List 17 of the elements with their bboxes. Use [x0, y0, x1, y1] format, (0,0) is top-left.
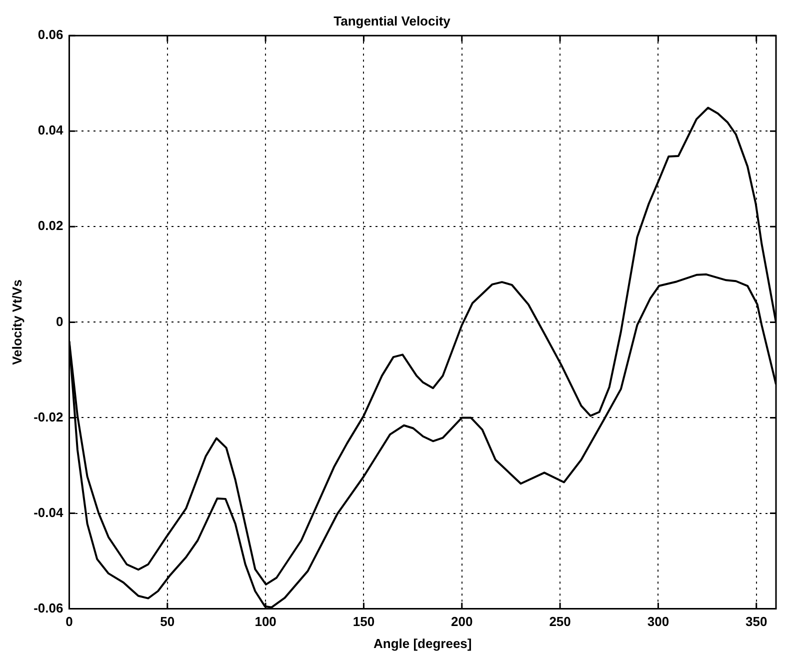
- y-tick-label: -0.04: [34, 504, 64, 520]
- y-axis-title: Velocity Vt/Vs: [9, 280, 24, 365]
- x-axis-title: Angle [degrees]: [373, 636, 472, 651]
- chart-title: Tangential Velocity: [334, 13, 452, 28]
- y-tick-label: 0.04: [38, 122, 64, 138]
- x-tick-label: 200: [451, 614, 473, 630]
- x-tick-label: 250: [549, 614, 571, 630]
- x-tick-label: 150: [352, 614, 375, 630]
- y-tick-label: 0.06: [38, 27, 64, 42]
- y-tick-label: -0.06: [34, 600, 64, 616]
- y-tick-label: 0: [56, 314, 64, 329]
- x-tick-label: 350: [746, 614, 768, 630]
- x-tick-label: 50: [160, 614, 175, 630]
- y-tick-label: 0.02: [38, 218, 64, 234]
- y-tick-label: -0.02: [34, 409, 64, 424]
- x-tick-label: 100: [254, 614, 276, 630]
- x-tick-label: 300: [647, 614, 670, 630]
